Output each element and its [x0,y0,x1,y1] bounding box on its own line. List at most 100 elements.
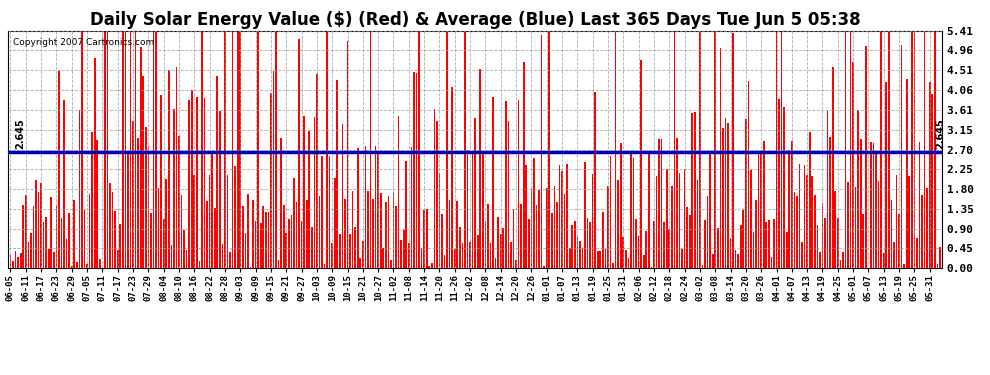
Bar [125,31,126,268]
Bar [290,215,292,268]
Bar [30,233,32,268]
Bar [857,110,859,268]
Bar [188,100,190,268]
Bar [592,174,593,268]
Bar [199,261,200,268]
Bar [17,256,19,268]
Bar [107,31,108,268]
Bar [835,191,837,268]
Bar [181,195,182,268]
Bar [272,71,274,268]
Bar [232,31,234,268]
Bar [658,139,660,268]
Bar [28,242,29,268]
Bar [569,248,570,268]
Bar [733,33,734,268]
Bar [224,31,226,268]
Bar [152,31,154,268]
Bar [545,188,547,268]
Bar [712,255,714,268]
Bar [503,228,504,268]
Bar [403,230,405,268]
Bar [636,219,637,268]
Bar [240,31,242,268]
Bar [786,232,788,268]
Bar [285,233,287,268]
Bar [566,164,568,268]
Bar [265,212,266,268]
Bar [551,213,552,268]
Bar [643,255,644,268]
Bar [349,234,350,268]
Bar [515,260,517,268]
Bar [844,32,846,268]
Bar [840,260,842,268]
Bar [822,203,824,268]
Bar [776,31,777,268]
Bar [162,219,164,268]
Bar [788,150,790,268]
Bar [523,62,525,268]
Bar [896,175,897,268]
Bar [862,214,864,268]
Bar [329,156,331,268]
Bar [870,142,872,268]
Bar [510,242,512,268]
Bar [735,250,737,268]
Bar [689,215,690,268]
Bar [209,174,211,268]
Bar [650,267,652,268]
Bar [571,225,573,268]
Bar [436,121,438,268]
Bar [393,192,394,268]
Bar [369,31,371,268]
Bar [351,191,353,268]
Bar [424,210,425,268]
Bar [466,150,468,268]
Bar [865,46,866,268]
Bar [196,98,198,268]
Bar [932,94,934,268]
Bar [799,164,800,268]
Bar [442,214,443,268]
Bar [117,250,119,268]
Bar [717,228,719,268]
Bar [916,238,918,268]
Bar [15,251,17,268]
Bar [303,116,305,268]
Bar [418,31,420,268]
Bar [699,31,701,268]
Bar [395,206,397,268]
Bar [725,118,727,268]
Bar [903,264,905,268]
Bar [794,192,795,268]
Bar [165,180,167,268]
Bar [461,243,463,268]
Bar [372,199,374,268]
Bar [533,158,535,268]
Bar [752,232,754,268]
Bar [922,195,923,268]
Bar [526,165,527,268]
Bar [612,262,614,268]
Bar [770,257,772,268]
Bar [86,264,88,268]
Bar [898,214,900,268]
Bar [589,222,591,268]
Bar [316,74,318,268]
Bar [140,46,142,268]
Bar [500,234,502,268]
Bar [796,196,798,268]
Text: 2.645: 2.645 [935,118,944,148]
Bar [618,180,619,268]
Bar [53,252,54,268]
Bar [204,98,205,268]
Bar [663,222,665,268]
Bar [283,205,284,268]
Bar [464,31,466,268]
Bar [924,31,926,268]
Bar [730,238,732,268]
Bar [704,220,706,268]
Bar [641,60,642,268]
Bar [249,267,251,268]
